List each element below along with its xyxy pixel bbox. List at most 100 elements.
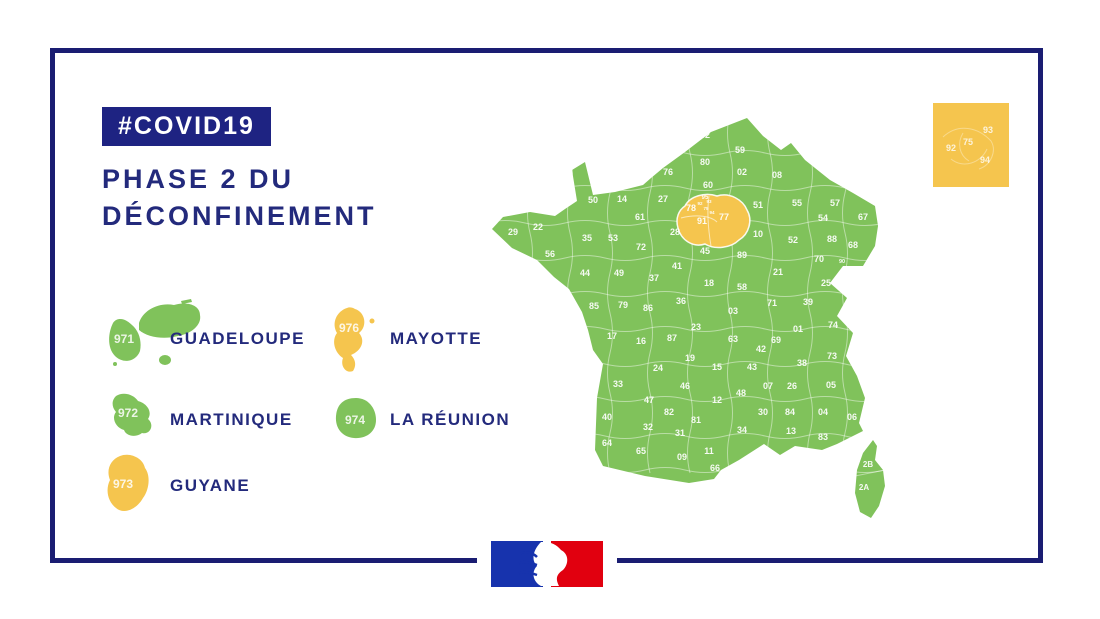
department-label-14: 14	[617, 194, 627, 204]
department-label-45: 45	[700, 246, 710, 256]
ile-de-france-region	[676, 193, 751, 249]
department-label-04: 04	[818, 407, 828, 417]
martinique-island-icon: 972	[112, 393, 152, 436]
department-label-94: 94	[709, 210, 715, 215]
department-label-43: 43	[747, 362, 757, 372]
department-label-19: 19	[685, 353, 695, 363]
department-label-81: 81	[691, 415, 701, 425]
government-logo	[476, 541, 617, 587]
department-label-42: 42	[756, 344, 766, 354]
department-label-82: 82	[664, 407, 674, 417]
guyane-island-icon: 973	[107, 454, 149, 512]
mayotte-label: MAYOTTE	[390, 329, 483, 348]
inset-label-94: 94	[980, 155, 990, 165]
department-label-41: 41	[672, 261, 682, 271]
department-label-49: 49	[614, 268, 624, 278]
france-outline	[492, 118, 878, 483]
department-label-40: 40	[602, 412, 612, 422]
department-label-2B: 2B	[863, 460, 873, 469]
martinique-label: MARTINIQUE	[170, 410, 293, 429]
department-label-91: 91	[697, 216, 707, 226]
title-line-1: PHASE 2 DU	[102, 164, 295, 194]
department-label-62: 62	[700, 130, 710, 140]
department-label-37: 37	[649, 273, 659, 283]
guyane-label: GUYANE	[170, 476, 251, 495]
department-label-92: 92	[697, 201, 703, 206]
department-label-77: 77	[719, 212, 729, 222]
department-label-69: 69	[771, 335, 781, 345]
department-label-27: 27	[658, 194, 668, 204]
department-label-23: 23	[691, 322, 701, 332]
department-label-33: 33	[613, 379, 623, 389]
la-reunion-island-icon: 974	[335, 398, 376, 439]
department-label-63: 63	[728, 334, 738, 344]
department-label-36: 36	[676, 296, 686, 306]
department-label-18: 18	[704, 278, 714, 288]
department-label-2A: 2A	[859, 483, 869, 492]
marianne-icon	[490, 541, 603, 587]
department-label-08: 08	[772, 170, 782, 180]
department-label-39: 39	[803, 297, 813, 307]
department-label-05: 05	[826, 380, 836, 390]
department-label-06: 06	[847, 412, 857, 422]
inset-label-92: 92	[946, 143, 956, 153]
guadeloupe-island-icon: 971	[109, 299, 201, 366]
department-label-79: 79	[618, 300, 628, 310]
department-label-52: 52	[788, 235, 798, 245]
department-label-76: 76	[663, 167, 673, 177]
department-label-46: 46	[680, 381, 690, 391]
department-label-56: 56	[545, 249, 555, 259]
mayotte-code-label: 976	[339, 321, 359, 335]
department-label-71: 71	[767, 298, 777, 308]
inset-label-75: 75	[963, 137, 973, 147]
department-label-70: 70	[814, 254, 824, 264]
department-label-83: 83	[818, 432, 828, 442]
guyane-code-label: 973	[113, 477, 133, 491]
department-label-38: 38	[797, 358, 807, 368]
department-label-66: 66	[710, 463, 720, 473]
department-label-22: 22	[533, 222, 543, 232]
department-label-68: 68	[848, 240, 858, 250]
department-label-02: 02	[737, 167, 747, 177]
department-label-57: 57	[830, 198, 840, 208]
la-reunion-code-label: 974	[345, 413, 365, 427]
department-label-13: 13	[786, 426, 796, 436]
inset-background	[933, 103, 1009, 187]
department-label-03: 03	[728, 306, 738, 316]
department-label-51: 51	[753, 200, 763, 210]
department-label-17: 17	[607, 331, 617, 341]
title-line-2: DÉCONFINEMENT	[102, 201, 377, 231]
department-label-28: 28	[670, 227, 680, 237]
ile-de-france-inset: 93 75 92 94	[933, 103, 1009, 187]
covid-hashtag-label: #COVID19	[118, 112, 255, 140]
department-label-24: 24	[653, 363, 663, 373]
department-label-12: 12	[712, 395, 722, 405]
guadeloupe-code-label: 971	[114, 332, 134, 346]
department-label-07: 07	[763, 381, 773, 391]
department-label-10: 10	[753, 229, 763, 239]
mayotte-island-icon: 976	[334, 307, 375, 372]
department-label-65: 65	[636, 446, 646, 456]
department-label-61: 61	[635, 212, 645, 222]
department-label-25: 25	[821, 278, 831, 288]
department-label-64: 64	[602, 438, 612, 448]
corsica-outline	[855, 440, 885, 518]
department-label-47: 47	[644, 395, 654, 405]
department-label-84: 84	[785, 407, 795, 417]
department-label-89: 89	[737, 250, 747, 260]
department-label-58: 58	[737, 282, 747, 292]
department-label-34: 34	[737, 425, 747, 435]
department-label-55: 55	[792, 198, 802, 208]
covid-hashtag-badge: #COVID19	[102, 107, 271, 146]
card: #COVID19 PHASE 2 DU DÉCONFINEMENT 971 GU…	[50, 48, 1043, 587]
department-label-09: 09	[677, 452, 687, 462]
department-label-74: 74	[828, 320, 838, 330]
department-label-78: 78	[686, 203, 696, 213]
department-label-26: 26	[787, 381, 797, 391]
department-label-50: 50	[588, 195, 598, 205]
department-label-01: 01	[793, 324, 803, 334]
page-title: PHASE 2 DU DÉCONFINEMENT	[102, 161, 377, 235]
martinique-code-label: 972	[118, 406, 138, 420]
